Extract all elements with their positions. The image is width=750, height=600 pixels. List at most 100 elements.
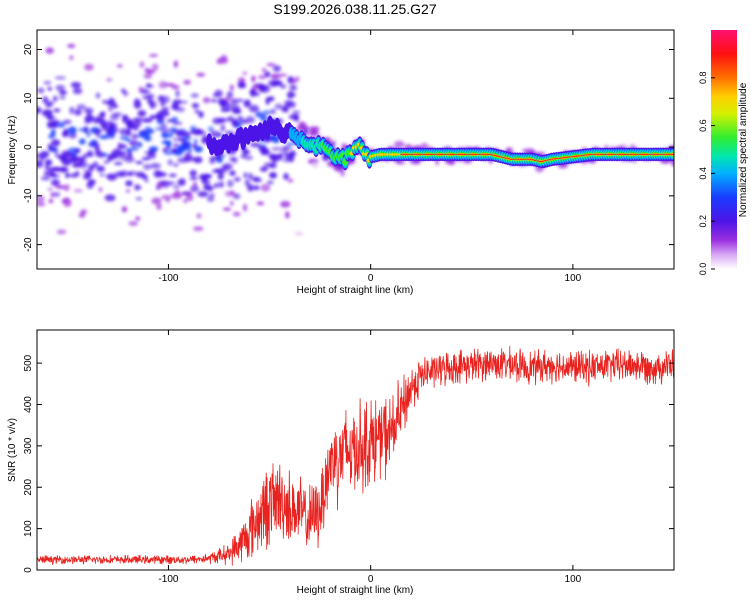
spectrogram-cell xyxy=(196,72,206,77)
spectrogram-cell xyxy=(167,159,173,166)
spectrogram-cell xyxy=(86,131,91,138)
y-tick-label: 20 xyxy=(23,44,34,56)
spectrogram-cell xyxy=(78,127,89,132)
spectrogram-cell xyxy=(269,171,277,179)
spectrogram-cell xyxy=(50,192,55,198)
spectrogram-cell xyxy=(98,187,103,193)
spectrogram-cell xyxy=(168,126,178,134)
spectrogram-cell xyxy=(151,63,159,71)
spectrogram-cell xyxy=(45,47,54,54)
spectrogram-cell xyxy=(53,108,61,113)
x-tick-label: 100 xyxy=(565,574,582,585)
spectrogram-cell xyxy=(114,171,125,178)
spectrogram-cell xyxy=(154,126,164,131)
spectrogram-cell xyxy=(251,83,260,92)
spectrogram-cell xyxy=(224,190,235,197)
spectrogram-cell xyxy=(40,150,50,158)
spectrogram-cell xyxy=(248,104,260,113)
colorbar-tick-label: 0.6 xyxy=(698,119,708,132)
spectrogram-cell xyxy=(48,166,58,172)
spectrogram-cell xyxy=(291,78,297,84)
spectrogram-cell xyxy=(172,137,180,142)
spectrogram-cell xyxy=(168,173,177,178)
spectrogram-cell xyxy=(135,197,143,201)
spectrogram-cell xyxy=(237,116,244,122)
spectrogram-cell xyxy=(232,193,241,200)
spectrogram-cell xyxy=(243,99,251,108)
spectrogram-cell xyxy=(134,184,140,191)
spectrogram-cell xyxy=(227,179,234,188)
spectrogram-cell xyxy=(249,142,261,148)
spectrogram-cell xyxy=(133,120,142,127)
spectrogram-cell xyxy=(189,125,197,131)
spectrogram-cell xyxy=(285,142,294,146)
y-tick-label: 400 xyxy=(23,396,34,413)
spectrogram-cell xyxy=(135,160,144,165)
spectrogram-cell xyxy=(127,118,132,127)
spectrogram-cell xyxy=(44,166,50,170)
spectrogram-cell xyxy=(50,129,56,136)
spectrogram-cell xyxy=(287,178,294,183)
spectrogram-ylabel: Frequency (Hz) xyxy=(7,116,18,185)
spectrogram-cell xyxy=(172,121,183,126)
spectrogram-cell xyxy=(148,53,159,57)
spectrogram-cell xyxy=(55,84,66,92)
spectrogram-cell xyxy=(247,184,254,192)
spectrogram-cell xyxy=(118,154,128,160)
spectrogram-cell xyxy=(138,86,143,93)
spectrogram-cell xyxy=(143,73,153,79)
spectrogram-cell xyxy=(271,80,279,87)
spectrogram-cell xyxy=(217,117,226,124)
spectrogram-cell xyxy=(193,226,204,232)
spectrogram-cell xyxy=(92,129,104,133)
spectrogram-cell xyxy=(143,163,152,170)
chart-title: S199.2026.038.11.25.G27 xyxy=(273,1,436,17)
spectrogram-cell xyxy=(96,165,106,172)
spectrogram-cell xyxy=(207,186,214,192)
spectrogram-cell xyxy=(125,180,133,187)
y-tick-label: -20 xyxy=(23,237,34,252)
spectrogram-cell xyxy=(217,172,224,180)
x-tick-label: -100 xyxy=(158,273,178,284)
spectrogram-cell xyxy=(37,106,42,114)
spectrogram-cell xyxy=(212,93,218,98)
spectrogram-cell xyxy=(190,185,200,193)
spectrogram-cell xyxy=(126,128,132,137)
spectrogram-cell xyxy=(192,181,198,188)
spectrogram-cell xyxy=(166,119,174,123)
spectrogram-cell xyxy=(261,68,267,73)
spectrogram-cell xyxy=(237,98,244,102)
spectrogram-cell xyxy=(43,170,54,177)
spectrogram-cell xyxy=(180,191,192,196)
spectrogram-cell xyxy=(287,91,294,99)
spectrogram-cell xyxy=(54,76,66,80)
x-tick-label: 0 xyxy=(368,574,374,585)
spectrogram-cell xyxy=(60,156,68,163)
spectrogram-cell xyxy=(283,145,292,150)
spectrogram-cell xyxy=(163,146,172,150)
spectrogram-cell xyxy=(285,211,290,219)
spectrogram-cell xyxy=(630,144,636,149)
spectrogram-cell xyxy=(175,106,185,113)
spectrogram-cell xyxy=(48,199,54,204)
spectrogram-cell xyxy=(103,160,110,164)
spectrogram-cell xyxy=(158,180,170,185)
spectrogram-cell xyxy=(271,147,282,151)
spectrogram-cell xyxy=(312,161,319,169)
spectrogram-cell xyxy=(294,231,304,236)
spectrogram-cell xyxy=(265,97,270,105)
spectrogram-cell xyxy=(52,192,61,198)
colorbar-tick-label: 0.0 xyxy=(698,263,708,276)
spectrogram-cell xyxy=(138,131,150,139)
spectrogram-cell xyxy=(243,172,249,179)
spectrogram-cell xyxy=(139,61,145,68)
spectrogram-cell xyxy=(156,203,162,210)
spectrogram-cell xyxy=(106,173,118,181)
spectrogram-cell xyxy=(106,77,113,82)
spectrogram-cell xyxy=(258,146,268,151)
spectrogram-cell xyxy=(149,114,157,120)
spectrogram-cell xyxy=(108,105,113,112)
spectrogram-cell xyxy=(196,213,202,219)
spectrogram-cell xyxy=(229,157,236,161)
